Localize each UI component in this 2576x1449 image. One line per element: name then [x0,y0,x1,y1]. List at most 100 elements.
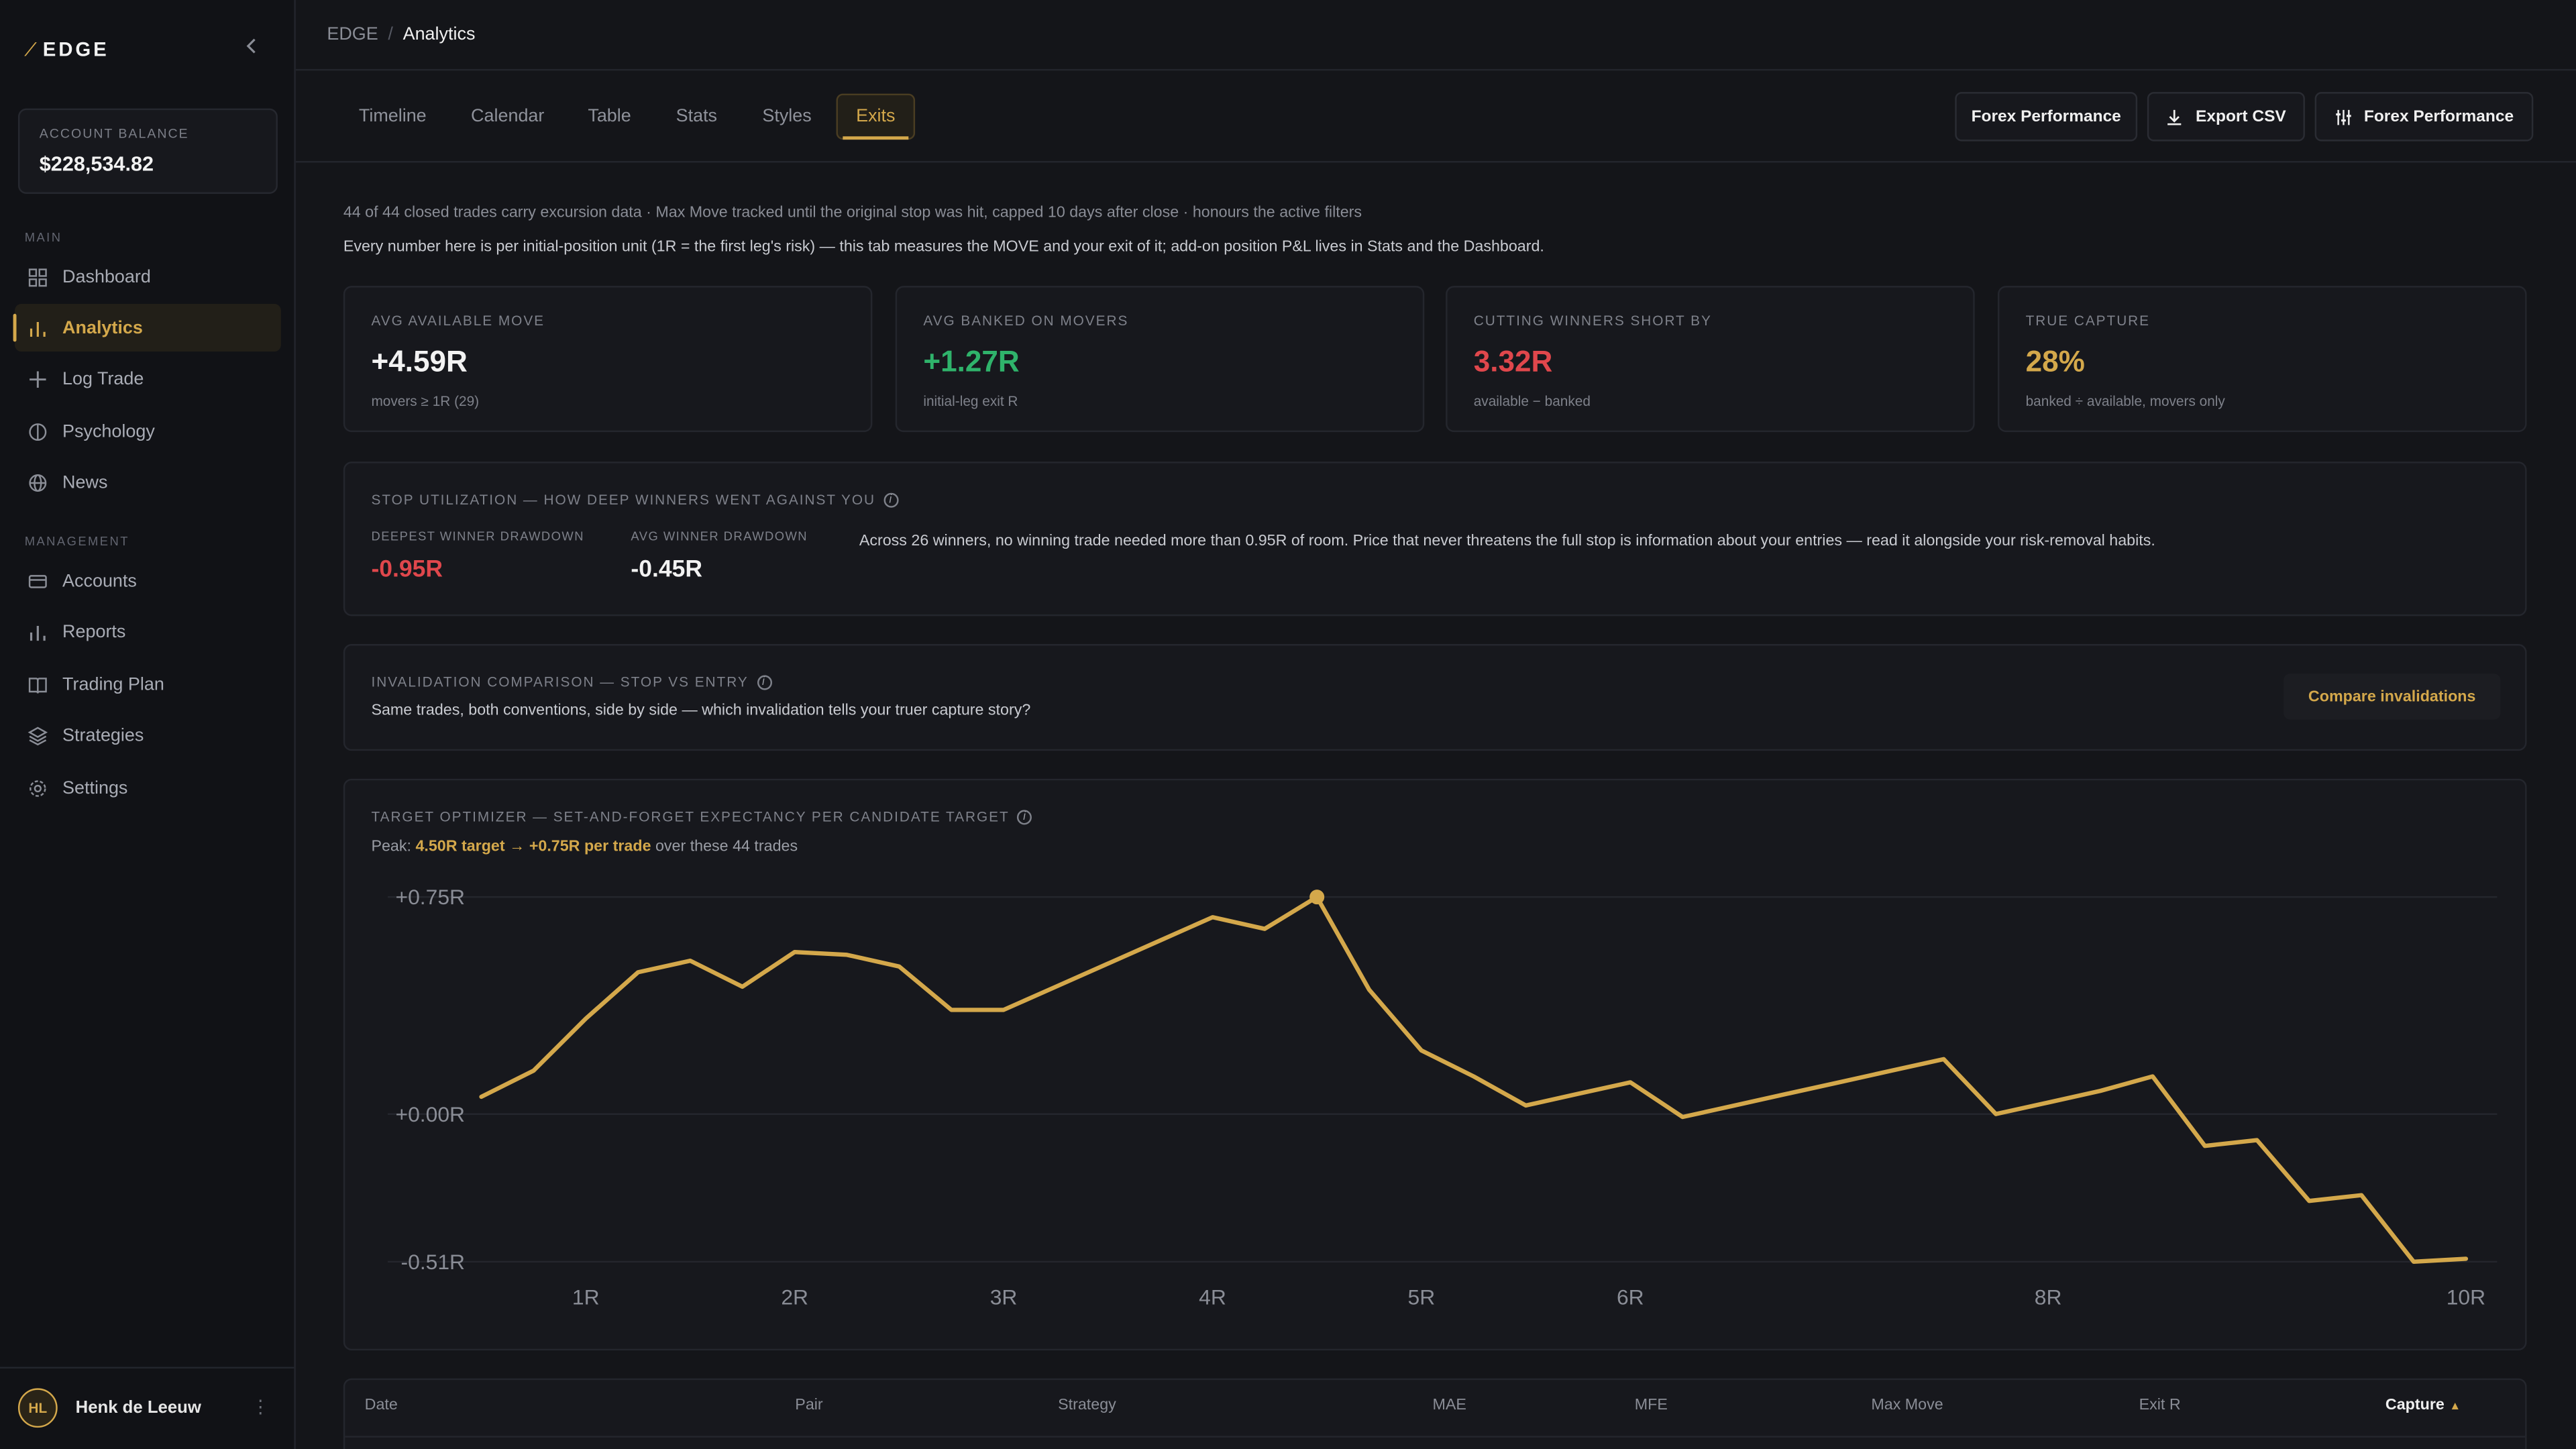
data-point[interactable] [1883,1063,1899,1079]
column-header-date[interactable]: Date [364,1396,398,1415]
kpi-card-true-capture: TRUE CAPTURE 28% banked ÷ available, mov… [1997,286,2527,433]
data-point[interactable] [1988,1106,2004,1122]
data-point[interactable] [2196,1138,2212,1154]
x-tick-label: 8R [2035,1285,2062,1309]
tab-timeline[interactable]: Timeline [358,107,427,127]
data-point[interactable] [1517,1097,1534,1114]
more-vertical-icon[interactable]: ⋮ [251,1398,270,1418]
globe-icon [28,472,48,492]
grid-icon [28,267,48,286]
peak-highlight: 4.50R target → +0.75R per trade [415,837,651,856]
data-point[interactable] [1622,1074,1638,1090]
breadcrumb-current: Analytics [402,24,476,45]
data-point[interactable] [1779,1085,1795,1102]
kpi-card-avg-banked: AVG BANKED ON MOVERS +1.27R initial-leg … [895,286,1425,433]
data-point[interactable] [735,979,751,995]
data-point[interactable] [525,1063,541,1079]
column-header-max-move[interactable]: Max Move [1871,1396,1943,1415]
sidebar-item-log-trade[interactable]: Log Trade [15,355,281,402]
info-icon[interactable]: i [1017,809,1032,824]
kpi-label: CUTTING WINNERS SHORT BY [1473,312,1712,329]
data-point[interactable] [1465,1068,1481,1084]
data-point[interactable] [839,947,855,963]
tab-styles[interactable]: Styles [762,107,812,127]
column-header-strategy[interactable]: Strategy [1058,1396,1116,1415]
x-tick-label: 2R [781,1285,808,1309]
sidebar-item-settings[interactable]: Settings [15,764,281,812]
export-csv-button[interactable]: Export CSV [2147,92,2305,142]
data-point[interactable] [891,958,907,974]
kpi-label: AVG BANKED ON MOVERS [923,312,1129,329]
sidebar-item-psychology[interactable]: Psychology [15,407,281,455]
data-point[interactable] [1831,1074,1847,1090]
data-point[interactable] [2353,1187,2369,1203]
sidebar-item-analytics[interactable]: Analytics [13,304,281,352]
kpi-sub: movers ≥ 1R (29) [371,392,480,409]
user-name: Henk de Leeuw [75,1398,201,1418]
data-point[interactable] [1152,932,1168,949]
data-point[interactable] [786,944,802,960]
data-point[interactable] [473,1089,489,1105]
download-icon [2168,109,2182,125]
data-point[interactable] [1674,1109,1690,1125]
data-point[interactable] [2249,1132,2265,1148]
data-point[interactable] [682,953,698,969]
collapse-sidebar-button[interactable] [241,36,261,59]
kpi-card-cutting-winners-short: CUTTING WINNERS SHORT BY 3.32R available… [1446,286,1975,433]
data-point[interactable] [1048,979,1064,995]
data-point[interactable] [2458,1250,2474,1267]
topbar: EDGE / Analytics [295,0,2576,71]
data-point[interactable] [1100,955,1116,971]
plus-icon [28,369,48,388]
tab-stats[interactable]: Stats [676,107,718,127]
tab-exits[interactable]: Exits [836,93,916,140]
optimizer-peak-summary: Peak: 4.50R target → +0.75R per trade ov… [371,838,798,856]
data-point[interactable] [943,1002,959,1018]
column-header-mfe[interactable]: MFE [1634,1396,1668,1415]
sidebar-item-label: News [62,472,108,492]
avatar[interactable]: HL [17,1388,58,1428]
breadcrumb-root[interactable]: EDGE [327,24,378,45]
book-icon [28,674,48,694]
peak-marker[interactable] [1309,890,1325,905]
data-point[interactable] [2092,1083,2108,1099]
data-point[interactable] [1256,920,1273,936]
data-point[interactable] [1413,1042,1430,1059]
sidebar-item-dashboard[interactable]: Dashboard [15,253,281,301]
data-point[interactable] [1204,909,1220,925]
info-icon[interactable]: i [756,674,771,690]
column-header-pair[interactable]: Pair [795,1396,823,1415]
sidebar-item-trading-plan[interactable]: Trading Plan [15,660,281,708]
data-point[interactable] [2040,1094,2056,1110]
data-point[interactable] [578,1010,594,1026]
sidebar-item-accounts[interactable]: Accounts [15,557,281,604]
sidebar: ⁄ EDGE ACCOUNT BALANCE $228,534.82 MAIN … [0,0,296,1449]
sidebar-item-strategies[interactable]: Strategies [15,711,281,759]
tab-calendar[interactable]: Calendar [471,107,545,127]
tab-bar: Timeline Calendar Table Stats Styles Exi… [295,70,2576,163]
tab-table[interactable]: Table [588,107,631,127]
column-header-capture[interactable]: Capture ▲ [2385,1397,2461,1415]
brand-logo[interactable]: ⁄ EDGE [30,36,109,62]
column-header-mae[interactable]: MAE [1432,1396,1466,1415]
data-point[interactable] [996,1002,1012,1018]
sidebar-item-reports[interactable]: Reports [15,608,281,655]
data-point[interactable] [2145,1068,2161,1084]
column-header-exit-r[interactable]: Exit R [2139,1396,2181,1415]
data-point[interactable] [2406,1254,2422,1270]
user-profile-bar[interactable]: HL Henk de Leeuw ⋮ [0,1366,294,1449]
sidebar-item-news[interactable]: News [15,458,281,506]
data-point[interactable] [1570,1085,1586,1102]
kpi-label: AVG AVAILABLE MOVE [371,312,545,329]
info-icon[interactable]: i [883,492,899,507]
data-point[interactable] [2301,1193,2317,1209]
data-point[interactable] [1361,981,1377,998]
filter-preset-button[interactable]: Forex Performance [1955,92,2138,142]
r-unit-note: Every number here is per initial-positio… [343,238,1544,257]
data-point[interactable] [1727,1097,1743,1114]
settings-preset-button[interactable]: Forex Performance [2314,92,2534,142]
data-point[interactable] [630,964,646,980]
compare-invalidations-button[interactable]: Compare invalidations [2284,674,2501,720]
data-point[interactable] [1935,1051,1951,1067]
